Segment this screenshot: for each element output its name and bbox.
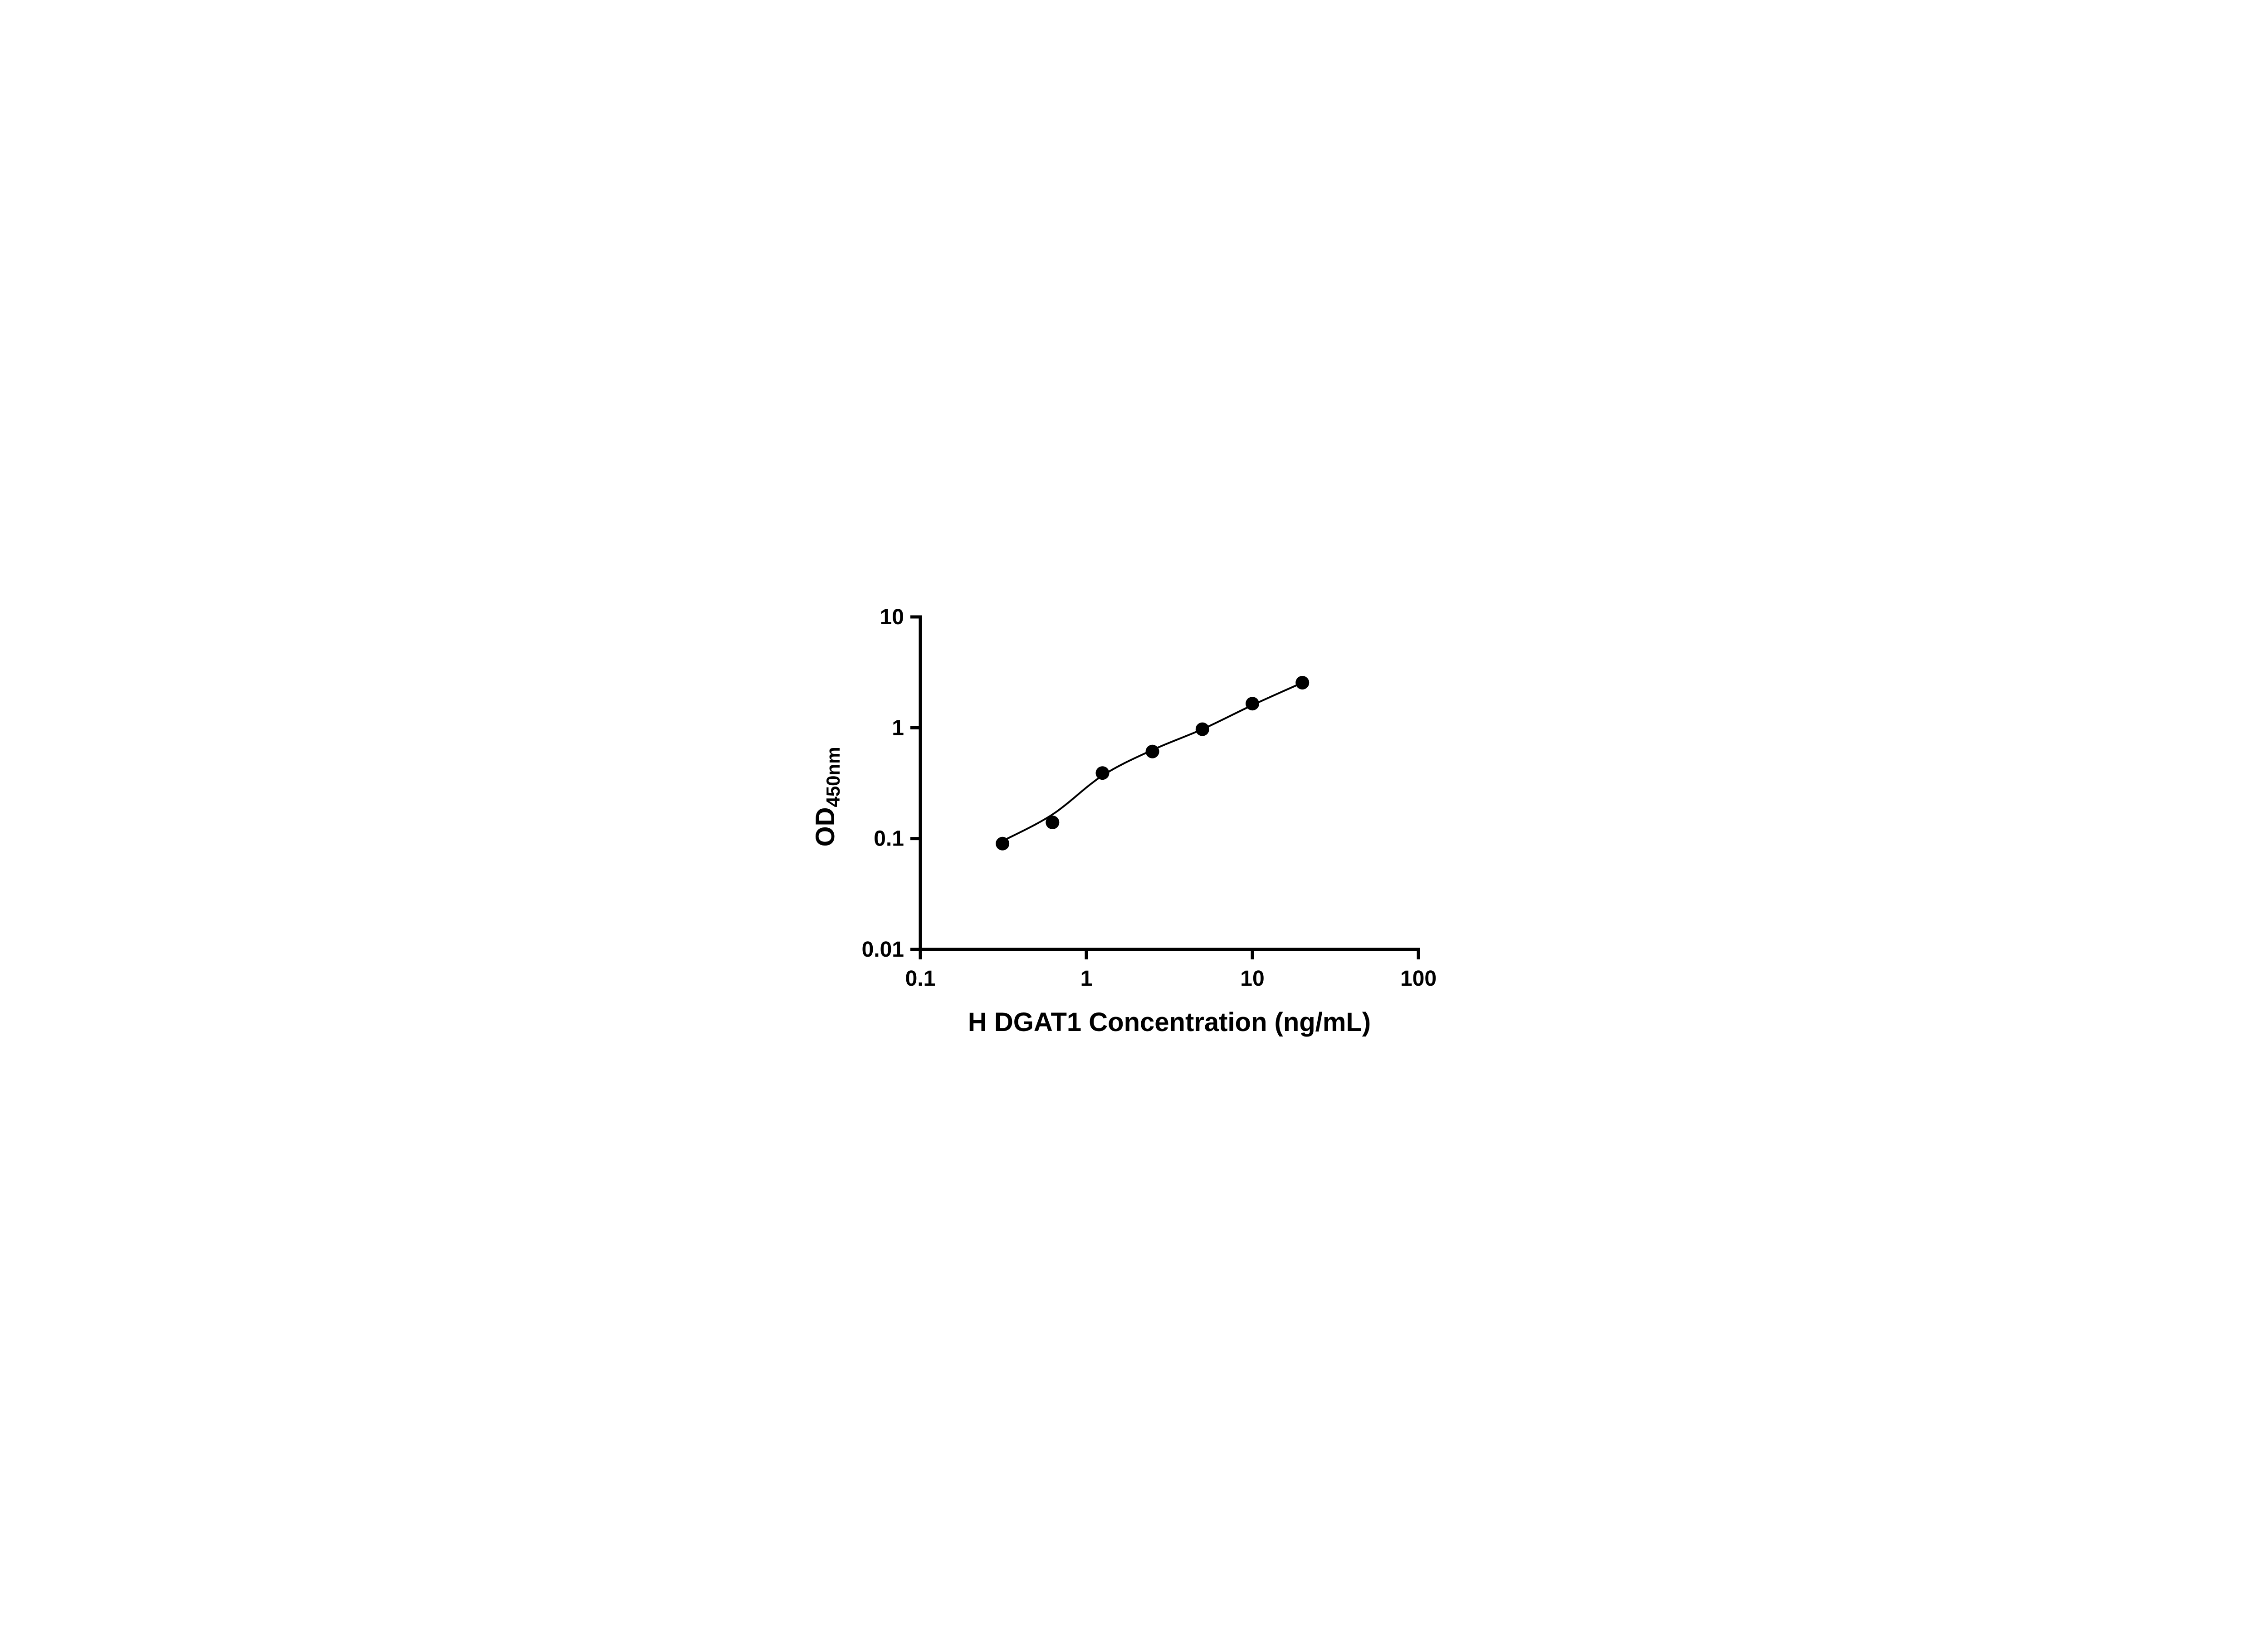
y-tick-label: 1 <box>892 716 904 740</box>
x-tick-label: 10 <box>1240 967 1264 991</box>
data-point <box>1095 766 1110 780</box>
x-tick-label: 1 <box>1080 967 1093 991</box>
y-axis-title: OD450nm <box>811 747 844 846</box>
y-tick-label: 0.01 <box>862 938 904 962</box>
data-point <box>1195 722 1209 736</box>
data-point <box>1246 697 1259 711</box>
x-tick-label: 0.1 <box>905 967 936 991</box>
y-axis-title-main: OD <box>811 807 840 847</box>
data-point <box>1145 744 1159 758</box>
data-point <box>996 836 1010 851</box>
data-point <box>1295 676 1310 689</box>
elisa-standard-curve-chart: 0.01 0.1 1 10 0.1 1 10 100 H DGAT1 Concentration… <box>784 572 1484 1061</box>
y-tick-label: 0.1 <box>874 827 904 851</box>
data-point <box>1046 816 1060 829</box>
x-axis-title: H DGAT1 Concentration (ng/mL) <box>968 1007 1371 1037</box>
y-axis-title-subscript: 450nm <box>822 747 844 807</box>
x-tick-label: 100 <box>1400 967 1437 991</box>
y-tick-label: 10 <box>880 605 904 629</box>
